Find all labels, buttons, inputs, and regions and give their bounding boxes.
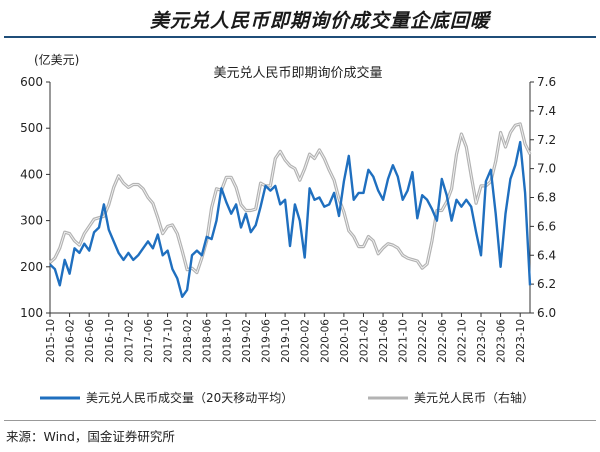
y-axis-left-label: (亿美元): [34, 52, 79, 67]
title-rule: [4, 36, 596, 38]
x-tick-label: 2015-10: [45, 319, 57, 363]
y-right-tick-label: 6.6: [537, 219, 556, 233]
x-tick-label: 2022-02: [417, 319, 429, 363]
x-tick-label: 2017-02: [123, 319, 135, 363]
x-tick-label: 2019-02: [241, 319, 253, 363]
x-tick-label: 2020-10: [339, 319, 351, 363]
y-left-tick-label: 100: [20, 306, 43, 320]
x-tick-label: 2022-10: [456, 319, 468, 363]
x-tick-label: 2020-02: [300, 319, 312, 363]
y-right-tick-label: 6.8: [537, 191, 556, 205]
x-tick-label: 2019-10: [280, 319, 292, 363]
x-tick-label: 2023-10: [515, 319, 527, 363]
page-title: 美元兑人民币即期询价成交量企底回暖: [149, 10, 490, 32]
x-tick-label: 2018-02: [182, 319, 194, 363]
plot-area: 100 200 300 400 500 600 6.0 6.2 6.4 6.6 6.8 7.0 7.2 7…: [20, 75, 556, 363]
x-tick-label: 2017-10: [163, 319, 175, 363]
y-right-tick-label: 6.2: [537, 277, 556, 291]
y-left-tick-label: 400: [20, 167, 43, 181]
x-tick-label: 2016-10: [104, 319, 116, 363]
y-left-tick-label: 200: [20, 260, 43, 274]
x-tick-label: 2016-02: [65, 319, 77, 363]
x-tick-label: 2021-02: [358, 319, 370, 363]
legend: 美元兑人民币成交量（20天移动平均） 美元兑人民币（右轴）: [40, 390, 534, 405]
y-left-tick-label: 500: [20, 121, 43, 135]
chart: 美元兑人民币即期询价成交量 (亿美元) 100 200 300 400 500 600 6.…: [20, 52, 556, 405]
x-tick-label: 2018-10: [221, 319, 233, 363]
y-right-tick-label: 7.0: [537, 162, 556, 176]
x-tick-label: 2023-02: [476, 319, 488, 363]
x-tick-label: 2021-06: [378, 319, 390, 363]
x-tick-label: 2022-06: [437, 319, 449, 363]
x-tick-label: 2018-06: [202, 319, 214, 363]
series-rate-line-highlight: [49, 123, 531, 273]
x-tick-label: 2016-06: [84, 319, 96, 363]
y-right-tick-label: 7.4: [537, 104, 556, 118]
legend-rate-label: 美元兑人民币（右轴）: [414, 390, 534, 405]
chart-title: 美元兑人民币即期询价成交量: [213, 65, 382, 81]
x-tick-label: 2021-10: [398, 319, 410, 363]
y-right-tick-label: 6.0: [537, 306, 556, 320]
y-right-tick-label: 7.2: [537, 133, 556, 147]
series-rate-line: [48, 122, 532, 275]
x-tick-label: 2020-06: [319, 319, 331, 363]
x-tick-label: 2023-06: [496, 319, 508, 363]
series-volume-line: [49, 140, 532, 298]
legend-volume-label: 美元兑人民币成交量（20天移动平均）: [86, 390, 293, 405]
x-tick-label: 2017-06: [143, 319, 155, 363]
y-left-tick-label: 300: [20, 214, 43, 228]
source-note: 来源：Wind，国金证券研究所: [6, 429, 175, 444]
x-tick-label: 2019-06: [261, 319, 273, 363]
y-left-tick-label: 600: [20, 75, 43, 89]
source-rule: [4, 420, 596, 421]
y-right-tick-label: 7.6: [537, 75, 556, 89]
y-right-tick-label: 6.4: [537, 248, 556, 262]
